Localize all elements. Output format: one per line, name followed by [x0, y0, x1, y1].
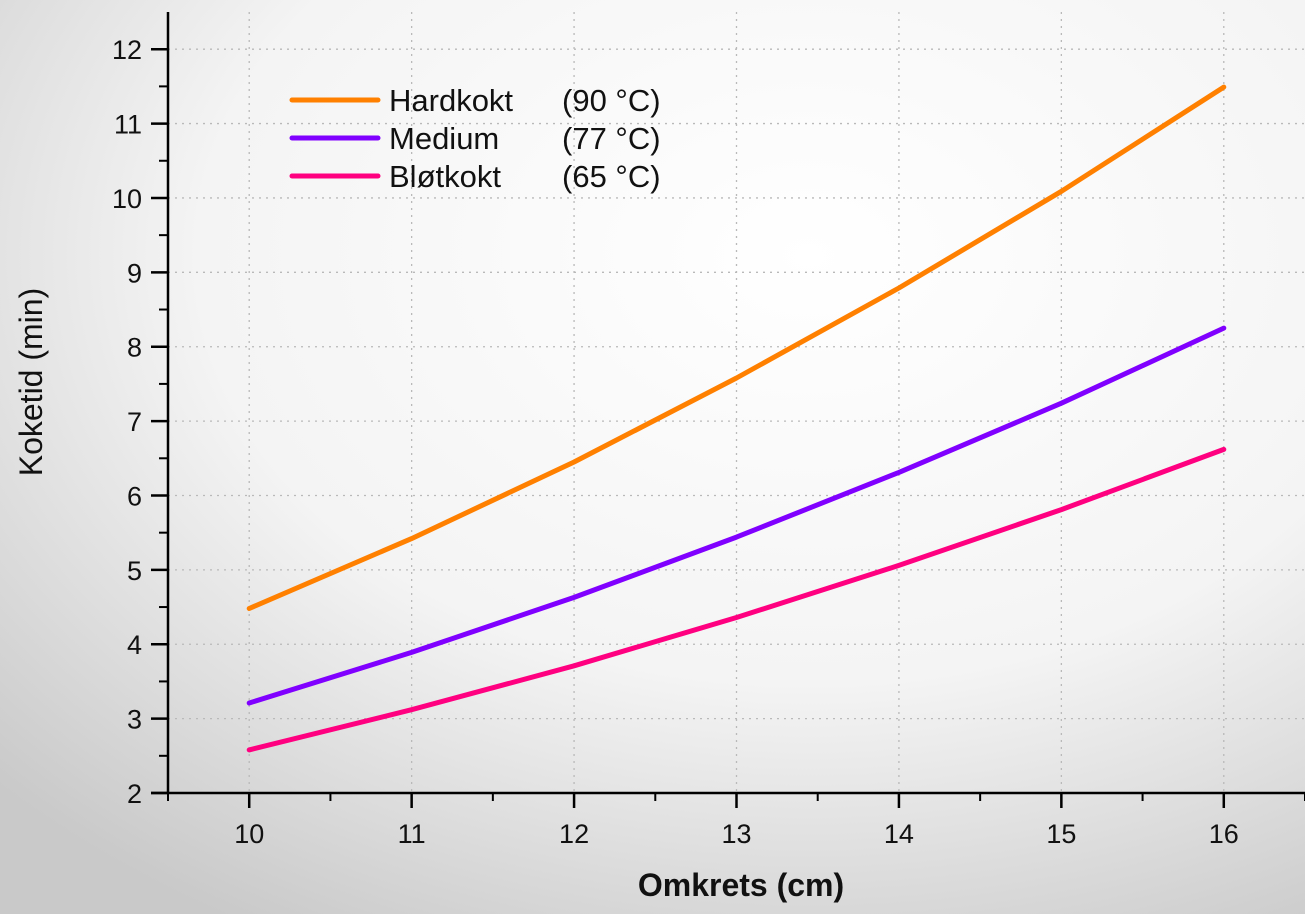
legend-label-2: Bløtkokt [389, 159, 501, 194]
y-tick-label: 7 [127, 407, 142, 437]
grid [168, 12, 1305, 793]
y-tick-label: 5 [127, 556, 142, 586]
x-tick-label: 16 [1209, 819, 1239, 849]
y-axis-title: Koketid (min) [13, 288, 49, 477]
legend-temp-2: (65 °C) [562, 159, 661, 194]
x-tick-label: 11 [398, 819, 426, 849]
legend-label-0: Hardkokt [389, 83, 513, 118]
x-tick-label: 13 [721, 819, 751, 849]
x-axis-title: Omkrets (cm) [638, 867, 844, 903]
y-tick-label: 2 [127, 779, 142, 809]
series-line-0 [246, 84, 1227, 611]
y-tick-label: 4 [127, 630, 142, 660]
y-tick-label: 6 [127, 481, 142, 511]
series-line-2 [246, 446, 1227, 753]
legend: Hardkokt (90 °C) Medium (77 °C) Bløtkokt (65 … [289, 83, 661, 194]
x-tick-label: 15 [1046, 819, 1076, 849]
axes: 2 3 4 5 6 7 8 9 10 11 12 10 11 12 13 14 15 16 [112, 12, 1305, 849]
series-line-1 [246, 325, 1227, 706]
y-tick-label: 11 [114, 110, 142, 140]
y-tick-label: 3 [127, 705, 142, 735]
y-tick-label: 12 [112, 35, 142, 65]
y-tick-label: 8 [127, 333, 142, 363]
y-tick-label: 9 [127, 258, 142, 288]
legend-temp-0: (90 °C) [562, 83, 661, 118]
legend-temp-1: (77 °C) [562, 121, 661, 156]
x-tick-label: 10 [234, 819, 264, 849]
legend-label-1: Medium [389, 121, 499, 156]
y-tick-label: 10 [112, 184, 142, 214]
series-lines [246, 84, 1227, 753]
x-tick-label: 12 [559, 819, 589, 849]
x-tick-label: 14 [884, 819, 914, 849]
